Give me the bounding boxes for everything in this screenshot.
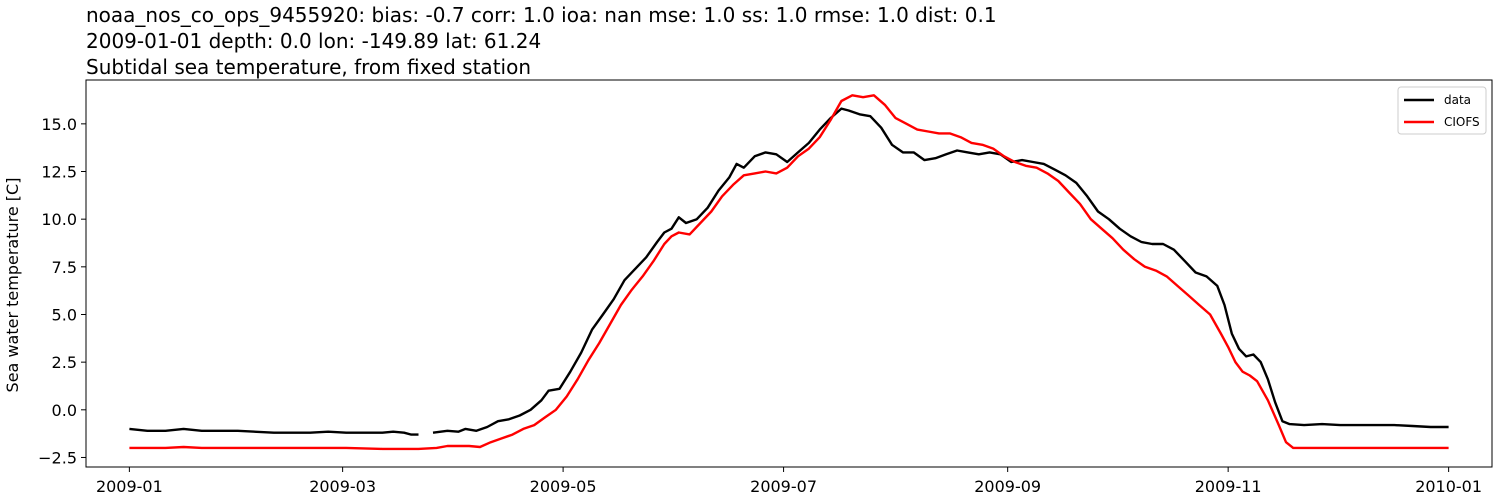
y-tick-label: 15.0 [41, 115, 77, 134]
y-tick-label: −2.5 [38, 448, 77, 467]
y-tick-label: 10.0 [41, 210, 77, 229]
chart-title-stats: noaa_nos_co_ops_9455920: bias: -0.7 corr… [86, 3, 997, 27]
series-line-data [129, 427, 419, 436]
y-tick-label: 5.0 [52, 305, 77, 324]
x-tick-label: 2009-07 [750, 477, 817, 496]
x-tick-label: 2009-11 [1195, 477, 1262, 496]
x-tick-label: 2009-09 [974, 477, 1041, 496]
x-tick-label: 2010-01 [1415, 477, 1482, 496]
chart-title-description: Subtidal sea temperature, from fixed sta… [86, 55, 531, 79]
axes-layer: 2009-01 2009-03 2009-05 2009-07 2009-09 2009-… [38, 79, 1493, 496]
legend-label-data: data [1444, 93, 1471, 107]
x-tick-label: 2009-01 [96, 477, 163, 496]
y-tick-label: 0.0 [52, 401, 77, 420]
chart-title-block: noaa_nos_co_ops_9455920: bias: -0.7 corr… [86, 2, 997, 80]
y-tick-label: 7.5 [52, 258, 77, 277]
plot-frame [85, 79, 1493, 468]
legend: data CIOFS [1397, 86, 1487, 135]
y-tick-label: 12.5 [41, 163, 77, 182]
series-line-data [432, 107, 1449, 434]
series-line-ciofs [129, 94, 1449, 451]
y-tick-label: 2.5 [52, 353, 77, 372]
legend-label-ciofs: CIOFS [1444, 115, 1480, 129]
series-layer [129, 94, 1449, 451]
x-tick-label: 2009-03 [309, 477, 376, 496]
y-axis-label: Sea water temperature [C] [3, 178, 22, 393]
chart-title-location: 2009-01-01 depth: 0.0 lon: -149.89 lat: … [86, 29, 542, 53]
x-tick-label: 2009-05 [530, 477, 597, 496]
